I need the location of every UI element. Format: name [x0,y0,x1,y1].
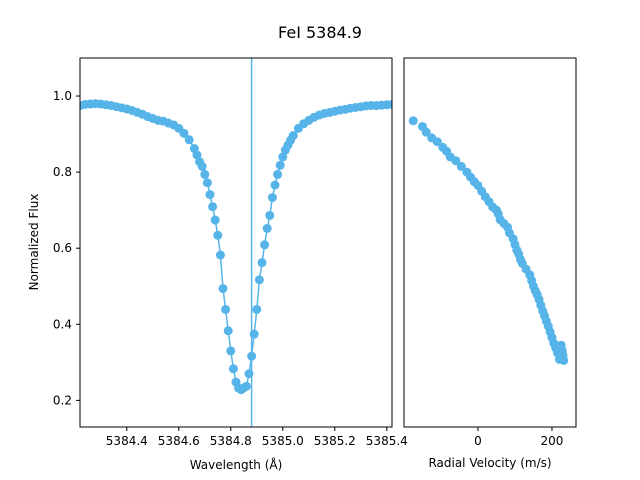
x-tick-label: 200 [541,434,564,448]
x-tick-label: 5385.0 [262,434,304,448]
x-tick-label: 0 [474,434,482,448]
y-tick-label: 0.2 [53,393,72,407]
flux-point [262,223,272,233]
y-tick-label: 1.0 [53,89,72,103]
x-tick-label: 5384.4 [106,434,148,448]
flux-point [223,326,233,336]
flux-point [265,210,275,220]
x-tick-label: 5384.8 [210,434,252,448]
rv-point [559,355,569,365]
flux-point [257,258,267,268]
flux-point [221,304,231,314]
x-tick-label: 5384.6 [158,434,200,448]
right-panel-radial-velocity: 0 200 Radial Velocity (m/s) [403,57,577,470]
rv-point [456,161,466,171]
flux-point [184,135,194,145]
flux-point [260,240,270,250]
x-axis-label-wavelength: Wavelength (Å) [190,457,283,472]
flux-point [270,180,280,190]
flux-point [241,381,251,391]
flux-point [273,169,283,179]
flux-point [200,169,210,179]
flux-point [208,202,218,212]
y-tick-label: 0.8 [53,165,72,179]
rv-point [451,156,461,166]
flux-point [226,346,236,356]
flux-point [275,160,285,170]
flux-point [210,215,220,225]
flux-point [228,364,238,374]
x-tick-label: 5385.4 [366,434,408,448]
flux-point [192,150,202,160]
flux-point [197,161,207,171]
flux-point [202,178,212,188]
flux-point [278,152,288,162]
right-panel-frame [403,57,577,428]
y-tick-label: 0.6 [53,241,72,255]
flux-point [249,329,259,339]
flux-point [247,351,257,361]
left-panel-frame [79,57,393,428]
flux-point [179,128,189,138]
x-tick-label: 5385.2 [314,434,356,448]
flux-point [244,369,254,379]
flux-point [288,131,298,141]
rv-point [408,116,418,126]
flux-point [267,193,277,203]
rv-point [432,137,442,147]
left-panel-wavelength: 5384.4 5384.6 5384.8 5385.0 5385.2 5385.4 0.2… [27,57,408,472]
flux-point [254,275,264,285]
rv-point [421,127,431,137]
x-axis-label-radial-velocity: Radial Velocity (m/s) [428,456,551,470]
flux-point [205,190,215,200]
y-tick-label: 0.4 [53,317,72,331]
flux-point [387,99,392,109]
y-axis-label-flux: Normalized Flux [27,194,41,291]
flux-point [215,250,225,260]
chart-title: FeI 5384.9 [278,23,362,42]
flux-point [218,284,228,294]
flux-point [252,304,262,314]
flux-point [213,230,223,240]
